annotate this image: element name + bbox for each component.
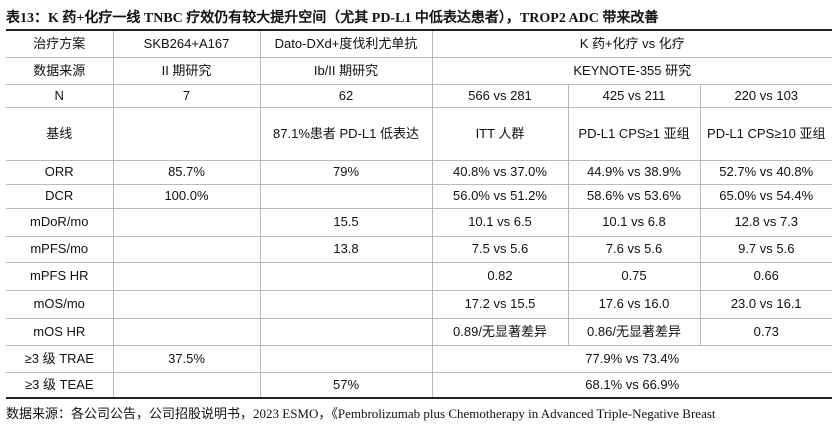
table-row: mDoR/mo 15.5 10.1 vs 6.5 10.1 vs 6.8 12.8 vs… (6, 207, 832, 237)
table-cell: ITT 人群 (431, 106, 569, 161)
table-row: mOS/mo 17.2 vs 15.5 17.6 vs 16.0 23.0 vs 16… (6, 289, 832, 319)
row-label: DCR (6, 183, 114, 209)
table-row: ORR 85.7% 79% 40.8% vs 37.0% 44.9% vs 38.9% 5… (6, 159, 832, 185)
table-cell: 65.0% vs 54.4% (699, 183, 832, 209)
row-label: ≥3 级 TRAE (6, 344, 114, 373)
table-cell: 57% (259, 371, 433, 399)
table-row: 治疗方案 SKB264+A167 Dato-DXd+度伐利尤单抗 K 药+化疗 vs … (6, 29, 832, 58)
table-cell: 44.9% vs 38.9% (567, 159, 701, 185)
empty-cell (259, 317, 433, 346)
table-cell: 40.8% vs 37.0% (431, 159, 569, 185)
table-cell: 17.2 vs 15.5 (431, 289, 569, 319)
table-cell: 0.82 (431, 261, 569, 291)
table-cell: Ib/II 期研究 (259, 56, 433, 85)
row-label: mOS HR (6, 317, 114, 346)
table-cell: 13.8 (259, 235, 433, 263)
table-cell: 79% (259, 159, 433, 185)
row-label: ORR (6, 159, 114, 185)
table-title: 表13：K 药+化疗一线 TNBC 疗效仍有较大提升空间（尤其 PD-L1 中低… (6, 11, 659, 26)
table-row: ≥3 级 TEAE 57% 68.1% vs 66.9% (6, 371, 832, 399)
table-cell: 7.5 vs 5.6 (431, 235, 569, 263)
table-cell: 0.73 (699, 317, 832, 346)
table-row: 基线 87.1%患者 PD-L1 低表达 ITT 人群 PD-L1 CPS≥1 亚组 P… (6, 106, 832, 161)
table-cell: SKB264+A167 (112, 29, 261, 58)
table-body: 治疗方案 SKB264+A167 Dato-DXd+度伐利尤单抗 K 药+化疗 vs … (6, 29, 832, 399)
row-label: 治疗方案 (6, 29, 114, 58)
row-label: 数据来源 (6, 56, 114, 85)
table-cell: 425 vs 211 (567, 83, 701, 108)
empty-cell (112, 317, 261, 346)
source-note: 数据来源：各公司公告，公司招股说明书，2023 ESMO，《Pembrolizu… (6, 406, 716, 421)
empty-cell (112, 235, 261, 263)
empty-cell (259, 344, 433, 373)
table-cell: PD-L1 CPS≥10 亚组 (699, 106, 832, 161)
row-label: mOS/mo (6, 289, 114, 319)
table-cell: 100.0% (112, 183, 261, 209)
table-row: mOS HR 0.89/无显著差异 0.86/无显著差异 0.73 (6, 317, 832, 346)
empty-cell (112, 106, 261, 161)
table-row: mPFS HR 0.82 0.75 0.66 (6, 261, 832, 291)
table-cell: 37.5% (112, 344, 261, 373)
table-row: ≥3 级 TRAE 37.5% 77.9% vs 73.4% (6, 344, 832, 373)
row-label: mPFS/mo (6, 235, 114, 263)
empty-cell (112, 261, 261, 291)
empty-cell (259, 261, 433, 291)
table-cell: 10.1 vs 6.5 (431, 207, 569, 237)
row-label: mDoR/mo (6, 207, 114, 237)
table-cell: 7 (112, 83, 261, 108)
table-cell: 0.89/无显著差异 (431, 317, 569, 346)
empty-cell (259, 183, 433, 209)
table-cell: 52.7% vs 40.8% (699, 159, 832, 185)
empty-cell (259, 289, 433, 319)
table-cell: 7.6 vs 5.6 (567, 235, 701, 263)
table-cell: 58.6% vs 53.6% (567, 183, 701, 209)
table-cell: KEYNOTE-355 研究 (431, 56, 832, 85)
table-cell: 15.5 (259, 207, 433, 237)
table-cell: 9.7 vs 5.6 (699, 235, 832, 263)
table-cell: II 期研究 (112, 56, 261, 85)
table-cell: K 药+化疗 vs 化疗 (431, 29, 832, 58)
table-row: N 7 62 566 vs 281 425 vs 211 220 vs 103 (6, 83, 832, 108)
empty-cell (112, 289, 261, 319)
empty-cell (112, 207, 261, 237)
table-cell: 566 vs 281 (431, 83, 569, 108)
table-cell: 220 vs 103 (699, 83, 832, 108)
table-cell: 17.6 vs 16.0 (567, 289, 701, 319)
table-row: DCR 100.0% 56.0% vs 51.2% 58.6% vs 53.6% 65.… (6, 183, 832, 209)
table-cell: 12.8 vs 7.3 (699, 207, 832, 237)
table-cell: Dato-DXd+度伐利尤单抗 (259, 29, 433, 58)
row-label: N (6, 83, 114, 108)
table-cell: 0.86/无显著差异 (567, 317, 701, 346)
table-cell: 62 (259, 83, 433, 108)
table-cell: 0.75 (567, 261, 701, 291)
table-row: 数据来源 II 期研究 Ib/II 期研究 KEYNOTE-355 研究 (6, 56, 832, 85)
row-label: mPFS HR (6, 261, 114, 291)
table-cell: 87.1%患者 PD-L1 低表达 (259, 106, 433, 161)
table-cell: 85.7% (112, 159, 261, 185)
table-cell: 10.1 vs 6.8 (567, 207, 701, 237)
table-row: mPFS/mo 13.8 7.5 vs 5.6 7.6 vs 5.6 9.7 vs 5.… (6, 235, 832, 263)
table-cell: 23.0 vs 16.1 (699, 289, 832, 319)
row-label: 基线 (6, 106, 114, 161)
table: 治疗方案 SKB264+A167 Dato-DXd+度伐利尤单抗 K 药+化疗 vs … (6, 29, 832, 399)
table-cell: 77.9% vs 73.4% (431, 344, 832, 373)
table-cell: 56.0% vs 51.2% (431, 183, 569, 209)
table-cell: PD-L1 CPS≥1 亚组 (567, 106, 701, 161)
row-label: ≥3 级 TEAE (6, 371, 114, 399)
empty-cell (112, 371, 261, 399)
table-cell: 0.66 (699, 261, 832, 291)
table-cell: 68.1% vs 66.9% (431, 371, 832, 399)
